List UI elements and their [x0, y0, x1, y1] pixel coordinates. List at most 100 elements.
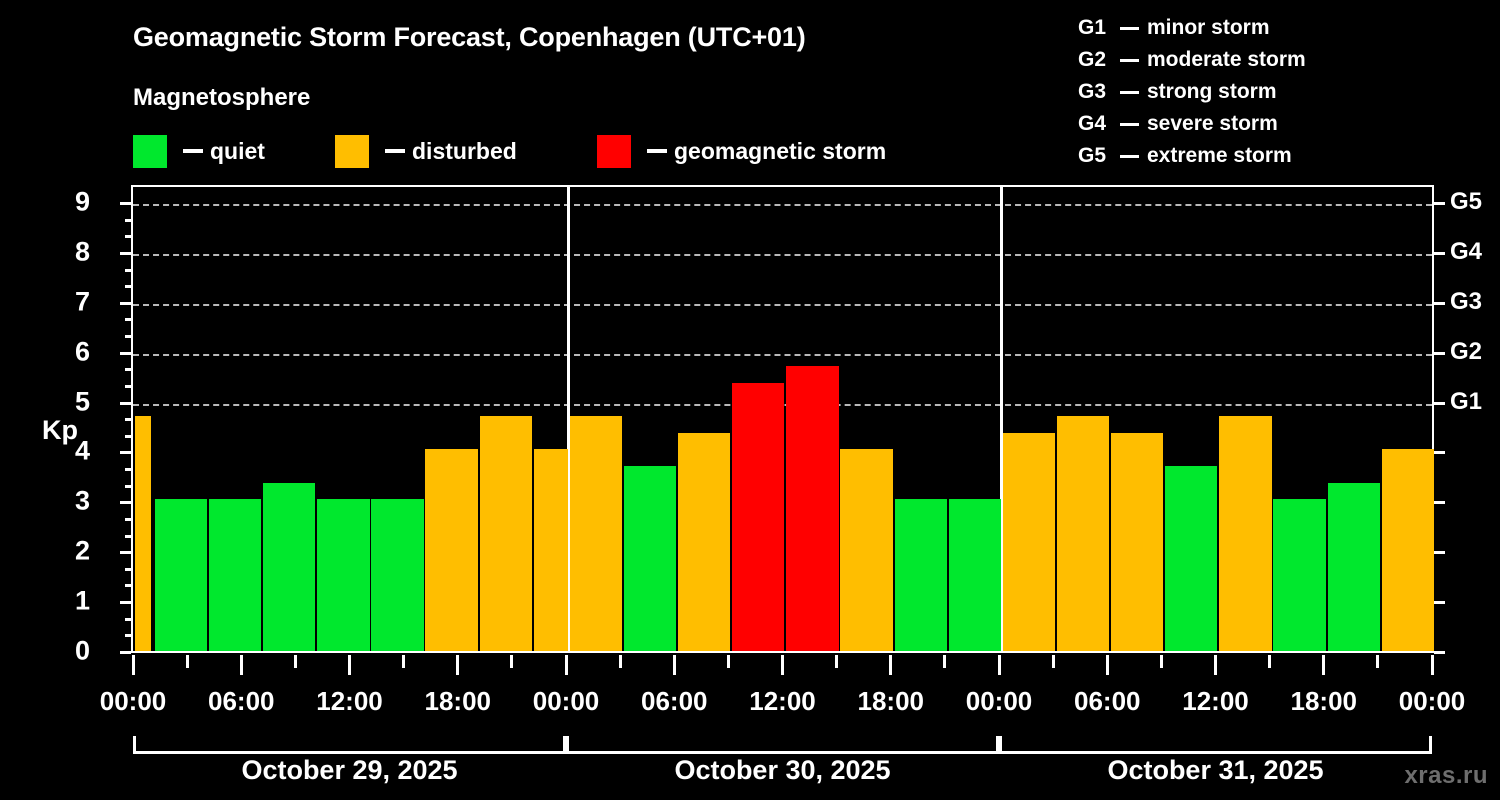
- legend-swatch-quiet-icon: [133, 134, 167, 168]
- bar-kp-disturbed[interactable]: [1111, 432, 1164, 651]
- bar-kp-quiet[interactable]: [154, 499, 208, 651]
- x-tick-15h: [402, 655, 406, 668]
- y-tick-mark-0: [120, 651, 131, 654]
- bar-kp-storm[interactable]: [732, 383, 785, 651]
- bar-kp-disturbed[interactable]: [425, 449, 478, 651]
- y-tick-label-8: 8: [74, 236, 90, 267]
- y-tick-mark-minor: [125, 235, 131, 239]
- x-tick-66h: [1322, 655, 1326, 675]
- watermark: xras.ru: [1404, 762, 1488, 789]
- g-legend-code: G4: [1078, 112, 1107, 135]
- x-tick-42h: [889, 655, 893, 675]
- legend-dash-icon: [183, 149, 203, 153]
- x-tick-57h: [1159, 655, 1163, 668]
- y-tick-mark-minor: [125, 335, 131, 339]
- g-legend-code: G5: [1078, 144, 1107, 167]
- day-divider-2: [999, 187, 1003, 651]
- bar-kp-disturbed[interactable]: [569, 416, 623, 651]
- x-tick-69h: [1376, 655, 1380, 668]
- legend-swatch-disturbed-icon: [335, 134, 369, 168]
- day-label-3: October 31, 2025: [1107, 755, 1324, 785]
- x-tick-9h: [293, 655, 297, 668]
- g-axis-label-g4: G4: [1450, 237, 1483, 265]
- x-tick-6h: [239, 655, 243, 675]
- x-tick-39h: [835, 655, 839, 668]
- x-tick-72h: [1430, 655, 1434, 675]
- page-title: Geomagnetic Storm Forecast, Copenhagen (…: [133, 22, 806, 52]
- bar-kp-quiet[interactable]: [317, 499, 370, 651]
- y-tick-mark-minor: [125, 285, 131, 289]
- y-tick-mark-minor: [125, 384, 131, 388]
- x-tick-36h: [781, 655, 784, 675]
- bar-kp-disturbed[interactable]: [533, 449, 568, 651]
- y-tick-mark-minor: [125, 218, 131, 222]
- y-tick-mark-minor: [125, 584, 131, 588]
- bar-kp-disturbed[interactable]: [1381, 449, 1434, 651]
- y-tick-mark-7: [120, 301, 131, 305]
- bar-kp-disturbed[interactable]: [135, 416, 152, 651]
- g-legend-dash-icon: [1120, 122, 1139, 126]
- x-tick-33h: [726, 655, 730, 668]
- y-tick-mark-minor: [125, 617, 131, 621]
- y-tick-mark-minor: [125, 268, 131, 272]
- bar-kp-quiet[interactable]: [623, 465, 677, 651]
- x-tick-51h: [1051, 655, 1055, 668]
- y-tick-label-7: 7: [74, 286, 90, 317]
- bar-kp-quiet[interactable]: [208, 499, 262, 651]
- g-axis-tick-8: [1434, 251, 1445, 255]
- bar-kp-quiet[interactable]: [1165, 465, 1218, 651]
- x-tick-12h: [348, 655, 351, 675]
- y-tick-mark-minor: [125, 468, 131, 472]
- x-axis-label: 18:00: [1290, 686, 1358, 716]
- y-tick-mark-minor: [125, 484, 131, 488]
- x-tick-30h: [672, 655, 676, 675]
- bar-kp-disturbed[interactable]: [479, 416, 532, 651]
- g-legend-row-g5: G5 extreme storm: [1078, 140, 1306, 172]
- g-axis-tick-0: [1434, 651, 1445, 654]
- g-axis-tick-2: [1434, 551, 1445, 555]
- bar-kp-disturbed[interactable]: [1002, 432, 1056, 651]
- bar-kp-disturbed[interactable]: [678, 432, 731, 651]
- x-axis-label: 00:00: [1398, 686, 1466, 716]
- x-axis-label: 00:00: [99, 686, 167, 716]
- g-axis-tick-4: [1434, 451, 1445, 455]
- g-legend-dash-icon: [1120, 26, 1139, 30]
- x-axis-label: 06:00: [1074, 686, 1141, 716]
- x-axis-label: 18:00: [424, 686, 492, 716]
- bar-kp-quiet[interactable]: [894, 499, 947, 651]
- legend-dash-icon: [385, 149, 405, 153]
- g-axis-tick-7: [1434, 301, 1445, 305]
- bar-kp-disturbed[interactable]: [1219, 416, 1272, 651]
- g-legend-description: severe storm: [1147, 112, 1278, 135]
- bar-kp-disturbed[interactable]: [1056, 416, 1110, 651]
- y-tick-mark-minor: [125, 434, 131, 438]
- x-tick-48h: [997, 655, 1001, 675]
- legend-entry-disturbed: disturbed: [335, 133, 517, 169]
- x-tick-3h: [185, 655, 189, 668]
- x-tick-18h: [456, 655, 460, 675]
- legend-dash-icon: [647, 149, 667, 153]
- bar-kp-disturbed[interactable]: [840, 449, 893, 651]
- bar-kp-quiet[interactable]: [1327, 482, 1380, 651]
- day-label-2: October 30, 2025: [674, 755, 891, 785]
- g-legend-description: moderate storm: [1147, 48, 1306, 71]
- day-bracket-3: [999, 736, 1432, 754]
- g-legend-dash-icon: [1120, 154, 1139, 158]
- bar-kp-quiet[interactable]: [263, 482, 316, 651]
- bar-kp-quiet[interactable]: [948, 499, 1001, 651]
- bar-kp-quiet[interactable]: [371, 499, 424, 651]
- bar-kp-storm[interactable]: [786, 366, 839, 651]
- y-tick-mark-8: [120, 251, 131, 255]
- legend-label: geomagnetic storm: [674, 137, 887, 164]
- bar-kp-quiet[interactable]: [1273, 499, 1326, 651]
- y-tick-mark-minor: [125, 318, 131, 322]
- day-divider-1: [566, 187, 570, 651]
- gridline-kp-6: [133, 353, 1432, 356]
- x-axis-label: 12:00: [749, 686, 816, 716]
- plot-area: [131, 185, 1434, 653]
- y-tick-mark-minor: [125, 368, 131, 372]
- y-tick-label-6: 6: [74, 336, 90, 367]
- x-tick-0h: [131, 655, 135, 675]
- g-legend-dash-icon: [1120, 90, 1139, 94]
